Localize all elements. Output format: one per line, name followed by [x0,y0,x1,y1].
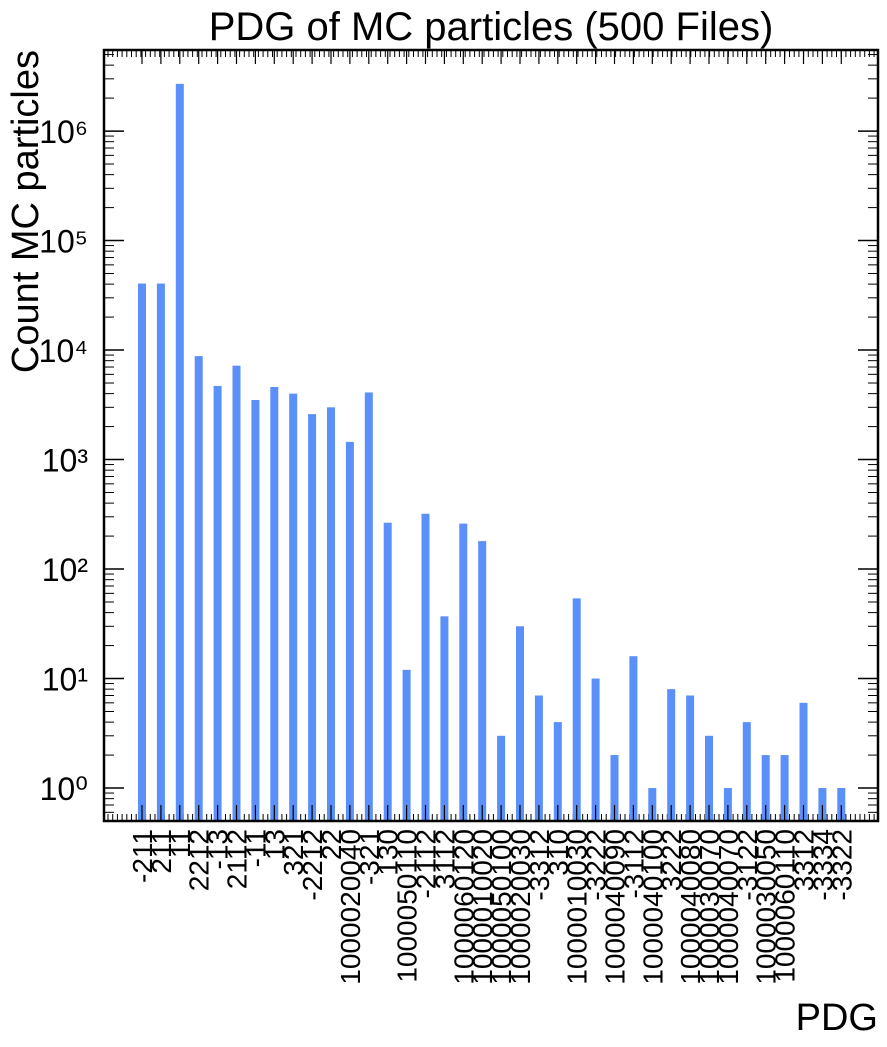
y-tick-label: 10⁴ [39,333,88,369]
x-tick-label: 130 [373,829,404,876]
x-tick-label: 1000050110 [392,829,423,983]
minor-ticks [107,50,875,821]
bar [497,735,506,821]
bar [667,689,676,821]
bar [327,407,335,821]
bar [364,392,373,821]
x-tick-label: -11 [240,829,271,867]
bar [837,788,846,821]
bar [761,755,770,821]
x-tick-label: 310 [543,829,574,876]
bar [213,385,222,821]
bar [534,695,543,821]
bar [723,788,732,821]
bar [440,616,449,821]
x-tick-label: 1000010030 [562,829,593,985]
bar [610,755,619,821]
bar [251,399,260,821]
x-ticks: -211211112212-132112-1113321-22122210000… [127,805,857,985]
y-tick-label: 10⁰ [40,771,88,807]
x-tick-label: 1000060120 [448,829,479,985]
plot-frame [102,48,880,823]
bar [553,722,562,821]
y-tick-label: 10⁶ [39,114,88,150]
x-tick-label: 1000010020 [467,829,498,985]
bar [686,695,695,821]
bar [421,513,430,821]
bar [648,788,657,821]
bar [402,669,411,821]
bar [591,678,600,821]
x-tick-label: 1000040070 [713,829,744,985]
x-tick-label: -3122 [732,829,763,901]
bar [270,386,279,821]
x-tick-label: -3312 [524,829,555,901]
x-tick-label: -3222 [581,829,612,901]
x-tick-label: 1000060110 [770,829,801,983]
x-tick-label: -2112 [411,829,442,899]
x-tick-label: -3334 [807,829,838,901]
y-tick-label: 10³ [42,443,89,479]
bar [572,598,581,821]
x-tick-label: 1000040090 [600,829,631,985]
bar [175,83,184,821]
bar [459,523,468,821]
x-tick-label: -211 [127,829,158,883]
y-axis-label: Count MC particles [5,50,47,373]
x-tick-label: 1000040100 [637,829,668,985]
x-tick-label: -13 [203,829,234,869]
x-tick-label: 1000020030 [505,829,536,985]
bar [818,788,827,821]
bar [289,393,298,821]
x-tick-label: 3312 [789,829,820,891]
x-tick-label: 11 [165,829,196,858]
bar [516,626,524,821]
bar [629,656,638,821]
x-tick-label: -321 [354,829,385,885]
bar [742,722,751,821]
y-tick-label: 10¹ [42,662,88,698]
x-tick-label: 3112 [429,829,460,889]
x-tick-label: 3222 [656,829,687,891]
x-tick-label: 211 [146,829,177,874]
x-tick-label: 22 [316,829,347,860]
bar [345,441,354,821]
bar [194,356,203,821]
bar [478,541,487,821]
x-tick-label: 1000030050 [751,829,782,985]
bar [705,735,713,821]
x-tick-label: 1000030070 [694,829,725,985]
chart-title: PDG of MC particles (500 Files) [209,5,774,49]
bar [308,414,317,821]
bar [232,365,241,821]
bar [138,283,146,821]
x-tick-label: 1000050100 [486,829,517,985]
x-axis-label: PDG [796,997,878,1039]
x-tick-label: 1000040080 [675,829,706,985]
bars [138,83,846,821]
bar [383,522,392,821]
y-ticks: 10⁰ 10¹ 10² 10³ 10⁴ 10⁵ 10⁶ [39,54,878,822]
x-tick-label: 321 [278,829,309,876]
x-tick-label: -3322 [826,829,857,901]
x-tick-label: 1000020040 [335,829,366,985]
bar [799,702,808,821]
bar [780,755,789,821]
x-tick-label: 2112 [222,829,253,889]
y-tick-label: 10⁵ [39,224,88,260]
x-tick-label: -2212 [297,829,328,901]
x-tick-label: 13 [259,829,290,860]
bar [156,283,165,821]
x-tick-label: -3112 [618,829,649,899]
x-tick-label: 2212 [184,829,215,891]
y-tick-label: 10² [42,552,89,588]
